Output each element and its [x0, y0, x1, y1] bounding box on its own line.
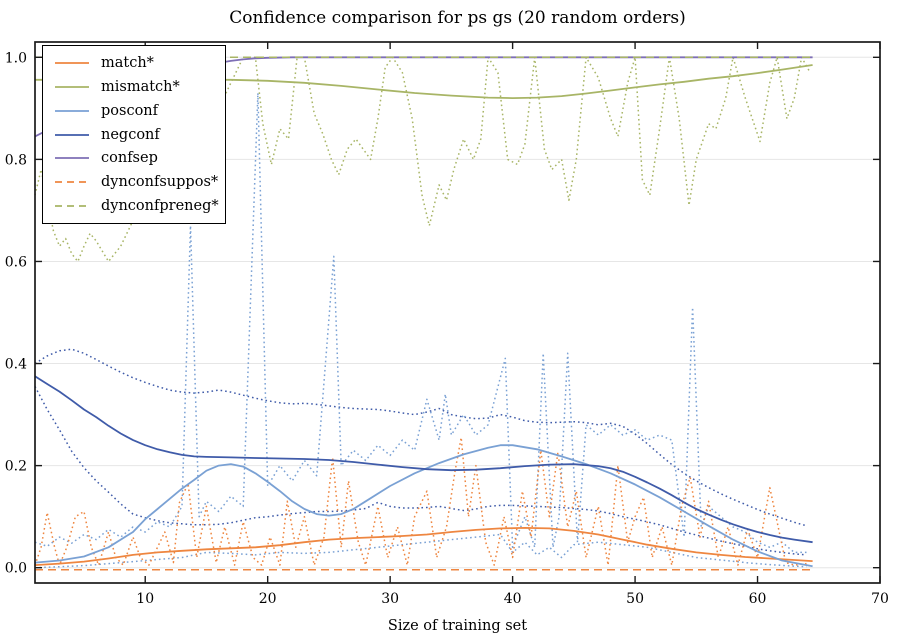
series-mismatch-line: [35, 64, 813, 99]
axes-frame: [34, 41, 881, 584]
series-match-line: [34, 527, 813, 566]
x-tick-label: 50: [626, 591, 644, 607]
legend-line-sample-confsep: [55, 157, 89, 160]
legend-line-sample-match: [55, 61, 89, 64]
legend-item-dynconfsuppos: dynconfsuppos*: [55, 171, 225, 193]
legend-item-negconf: negconf: [55, 124, 225, 146]
legend-label-dynconfsuppos: dynconfsuppos*: [101, 174, 219, 191]
legend-item-match: match*: [55, 52, 225, 74]
series-negconf-lo-line: [34, 386, 807, 556]
legend-label-confsep: confsep: [101, 150, 158, 167]
legend-label-negconf: negconf: [101, 126, 160, 143]
x-tick-label: 30: [381, 591, 399, 607]
x-tick-label: 10: [136, 591, 154, 607]
y-tick-label: 0.2: [5, 459, 27, 475]
legend-line-sample-dynconfsuppos: [55, 181, 89, 184]
legend-item-confsep: confsep: [55, 147, 225, 169]
legend-label-mismatch: mismatch*: [101, 78, 180, 95]
legend-label-dynconfpreneg: dynconfpreneg*: [101, 198, 219, 215]
series-posconf-lo-line: [34, 533, 807, 569]
legend-box: match* mismatch* posconf negconf confsep dync…: [42, 45, 226, 224]
y-tick-label: 0.0: [5, 561, 27, 577]
legend-line-sample-dynconfpreneg: [55, 205, 89, 208]
y-tick-label: 1.0: [5, 50, 27, 66]
x-tick-label: 60: [749, 591, 767, 607]
chart-title: Confidence comparison for ps gs (20 rand…: [229, 8, 686, 28]
series-mismatch-lo-line: [34, 56, 811, 263]
series-negconf-line: [34, 375, 813, 544]
x-axis-label: Size of training set: [387, 618, 528, 634]
legend-line-sample-posconf: [55, 109, 89, 112]
legend-item-mismatch: mismatch*: [55, 76, 225, 98]
y-tick-label: 0.4: [5, 357, 27, 373]
series-posconf-line: [34, 444, 813, 568]
y-tick-label: 0.8: [5, 152, 27, 168]
legend-item-posconf: posconf: [55, 100, 225, 122]
series-match-hi-line: [34, 436, 807, 566]
legend-line-sample-negconf: [55, 133, 89, 136]
x-tick-label: 20: [259, 591, 277, 607]
legend-label-match: match*: [101, 54, 154, 71]
legend-line-sample-mismatch: [55, 85, 89, 88]
x-tick-label: 70: [871, 591, 889, 607]
y-tick-label: 0.6: [5, 254, 27, 270]
legend-item-dynconfpreneg: dynconfpreneg*: [55, 195, 225, 217]
series-negconf-hi-line: [34, 348, 807, 527]
legend-label-posconf: posconf: [101, 102, 159, 119]
x-tick-label: 40: [504, 591, 522, 607]
series-posconf-hi-line: [34, 92, 807, 554]
